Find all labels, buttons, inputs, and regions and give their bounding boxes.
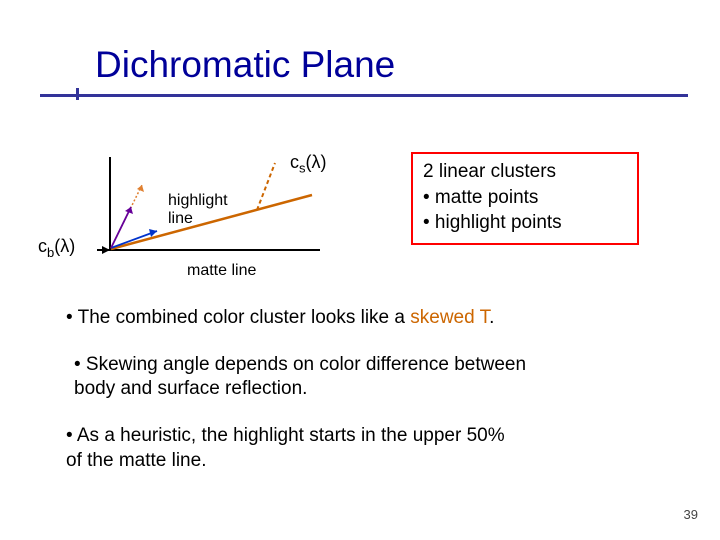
- box-line-3: • highlight points: [423, 210, 627, 236]
- page-title: Dichromatic Plane: [0, 44, 720, 86]
- box-line-2: • matte points: [423, 185, 627, 211]
- bullet-2: • Skewing angle depends on color differe…: [66, 353, 686, 402]
- box-line-1: 2 linear clusters: [423, 159, 627, 185]
- title-underline: [40, 94, 688, 97]
- clusters-callout-box: 2 linear clusters • matte points • highl…: [411, 152, 639, 245]
- bullet-list: • The combined color cluster looks like …: [66, 306, 686, 495]
- bullet-3: • As a heuristic, the highlight starts i…: [66, 424, 686, 473]
- skewed-t-text: skewed T: [410, 307, 489, 328]
- dichromatic-plane-diagram: [97, 155, 347, 275]
- cb-axis-label: cb(λ): [38, 236, 75, 257]
- title-tick: [76, 88, 79, 100]
- bullet-1: • The combined color cluster looks like …: [66, 306, 686, 331]
- page-number: 39: [684, 507, 698, 522]
